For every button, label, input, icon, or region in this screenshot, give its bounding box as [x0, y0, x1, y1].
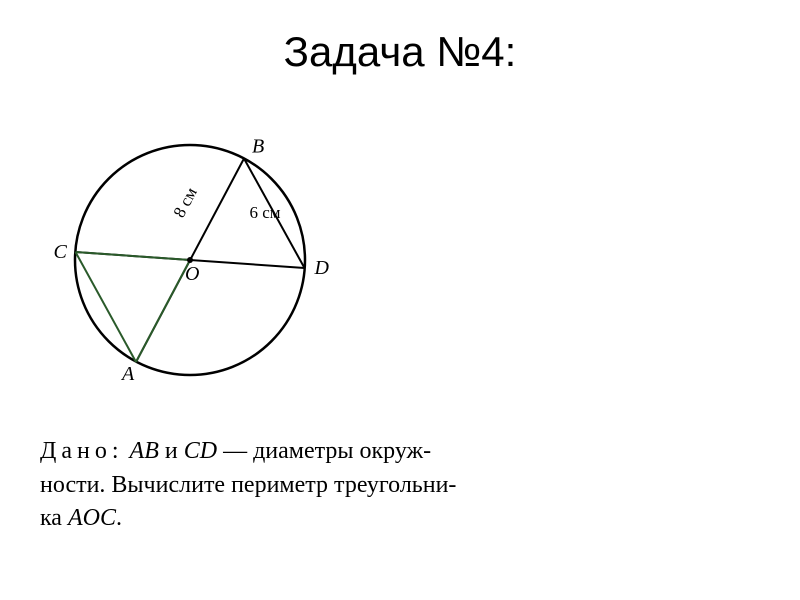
given-prefix: Дано:	[40, 438, 124, 464]
text-line2: ности. Вычислите периметр треугольни-	[40, 472, 456, 498]
svg-text:6 см: 6 см	[249, 203, 280, 222]
segment-ab: AB	[130, 438, 159, 464]
svg-text:B: B	[252, 136, 264, 158]
svg-text:A: A	[120, 363, 135, 385]
svg-text:O: O	[185, 263, 199, 285]
problem-statement: Дано: AB и CD — диаметры окруж- ности. В…	[40, 435, 770, 536]
text-after-cd: — диаметры окруж-	[223, 438, 431, 464]
page-title: Задача №4:	[0, 0, 800, 76]
svg-text:C: C	[54, 241, 68, 263]
triangle-aoc: AOC	[68, 505, 116, 531]
svg-text:D: D	[314, 257, 330, 279]
text-line3-prefix: ка	[40, 505, 68, 531]
segment-cd: CD	[184, 438, 217, 464]
text-and: и	[165, 438, 184, 464]
svg-text:8 см: 8 см	[169, 184, 200, 221]
diagram-svg: O A B C D 8 см 6 см	[20, 100, 370, 400]
text-line3-suffix: .	[116, 505, 122, 531]
geometry-diagram: O A B C D 8 см 6 см	[20, 100, 370, 400]
